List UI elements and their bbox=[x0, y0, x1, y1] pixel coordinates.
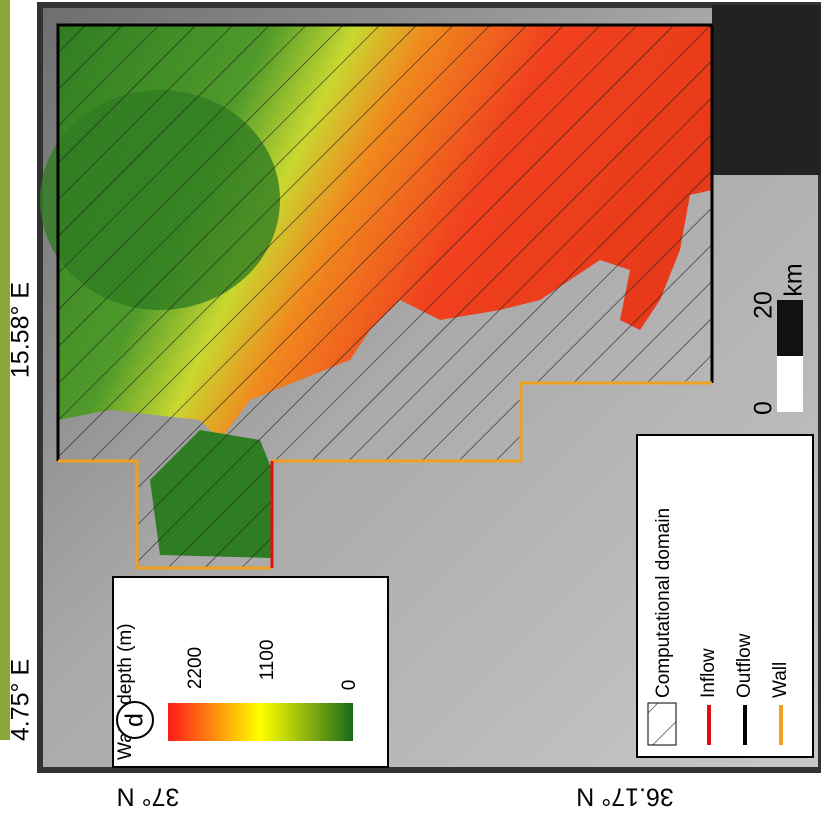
latitude-label: 37° N bbox=[117, 782, 180, 810]
colorbar bbox=[168, 703, 353, 741]
colorbar-tick: 0 bbox=[339, 680, 360, 691]
latitude-label: 36.17° N bbox=[576, 782, 674, 810]
longitude-label: 4.75° E bbox=[7, 659, 35, 741]
legend-entry: Outflow bbox=[734, 633, 755, 698]
legend-title: Water depth (m) bbox=[115, 623, 136, 760]
scale-tick: 0 bbox=[750, 401, 778, 415]
land bbox=[712, 5, 821, 175]
colorbar-tick: 2200 bbox=[185, 647, 206, 689]
scale-unit: km bbox=[780, 263, 808, 296]
map-figure: 0 20 km Water depth (m) 2200 1100 0 d Co… bbox=[0, 0, 821, 817]
colorbar-tick: 1100 bbox=[257, 640, 278, 681]
legend-entry: Computational domain bbox=[653, 508, 674, 698]
scale-bar bbox=[777, 300, 803, 356]
legend-swatch bbox=[648, 703, 676, 745]
panel-label: d bbox=[121, 713, 149, 727]
longitude-label: 15.58° E bbox=[7, 282, 35, 378]
legend-entry: Wall bbox=[770, 662, 791, 698]
legend-entry: Inflow bbox=[698, 648, 719, 698]
scale-bar bbox=[777, 356, 803, 412]
scale-tick: 20 bbox=[750, 291, 778, 319]
